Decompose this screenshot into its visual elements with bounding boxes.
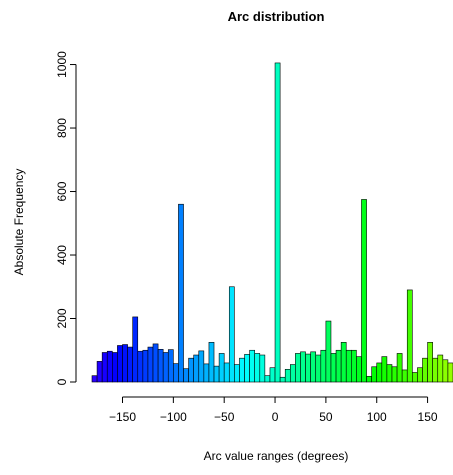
histogram-bar	[376, 362, 383, 383]
x-tick-label: 50	[319, 410, 333, 424]
x-tick-label: 0	[272, 410, 279, 424]
y-tick-label: 600	[55, 181, 69, 201]
histogram-bar	[391, 366, 398, 383]
histogram-bar	[117, 345, 123, 383]
histogram-bar	[366, 375, 372, 383]
histogram-bar	[401, 369, 408, 383]
x-tick-label: −150	[109, 410, 136, 424]
histogram-bar	[178, 203, 184, 383]
histogram-bar	[284, 368, 291, 383]
histogram-bar	[193, 354, 200, 383]
histogram-bar	[101, 352, 108, 383]
histogram-bar	[305, 353, 311, 383]
histogram-bar	[198, 350, 205, 383]
x-axis-label: Arc value ranges (degrees)	[204, 449, 349, 463]
y-tick-label: 1000	[55, 51, 69, 78]
histogram-bar	[218, 353, 225, 383]
histogram-bar	[427, 342, 433, 383]
histogram-bar	[254, 353, 261, 383]
x-tick-label: −100	[160, 410, 187, 424]
histogram-bar	[406, 289, 413, 383]
histogram-bar	[295, 353, 301, 383]
x-tick-label: 100	[367, 410, 387, 424]
histogram-bar	[147, 346, 154, 383]
histogram-bar	[137, 350, 144, 383]
y-axis-label: Absolute Frequency	[12, 169, 26, 276]
histogram-bar	[345, 349, 352, 383]
histogram-bar	[396, 353, 403, 383]
histogram-bar	[183, 368, 189, 383]
histogram-bar	[279, 376, 286, 383]
x-tick-label: 150	[418, 410, 438, 424]
y-tick-label: 0	[55, 378, 69, 385]
histogram-bar	[91, 375, 98, 383]
histogram-bar	[142, 349, 149, 383]
histogram-bar	[417, 367, 423, 383]
histogram-bar	[315, 354, 322, 383]
histogram-bar	[361, 199, 367, 383]
histogram-bar	[320, 349, 327, 383]
histogram-bar	[112, 352, 118, 383]
histogram-bar	[340, 342, 347, 383]
histogram-bar	[371, 366, 378, 383]
histogram-bar	[203, 363, 210, 383]
y-tick-label: 400	[55, 245, 69, 265]
histogram-bar	[173, 363, 179, 383]
histogram-bar	[208, 342, 215, 383]
histogram-bar	[127, 346, 133, 383]
histogram-bar	[239, 357, 245, 383]
histogram-bar	[412, 372, 418, 383]
histogram-bar	[422, 357, 428, 383]
histogram-bar	[213, 365, 220, 383]
histogram-bar	[269, 367, 276, 383]
histogram-bar	[122, 344, 128, 383]
histogram-bar	[274, 62, 281, 383]
chart-title: Arc distribution	[228, 9, 325, 24]
histogram-bar	[442, 359, 449, 383]
y-tick-label: 200	[55, 308, 69, 328]
histogram-bar	[96, 361, 103, 383]
bars-group	[91, 62, 453, 383]
histogram-bar	[259, 354, 266, 383]
histogram-bar	[356, 356, 362, 383]
y-axis: 0 200 400 600 800 1000	[55, 51, 77, 385]
histogram-bar	[249, 349, 255, 383]
histogram-bar	[188, 357, 194, 383]
histogram-bar	[132, 316, 139, 383]
histogram-bar	[381, 356, 388, 383]
x-axis: −150 −100 −50 0 50 100 150	[109, 396, 438, 424]
histogram-bar	[234, 364, 240, 383]
histogram-bar	[330, 353, 337, 383]
histogram-bar	[228, 286, 235, 383]
histogram-bar	[152, 343, 159, 383]
histogram-bar	[325, 320, 332, 383]
histogram-bar	[300, 351, 306, 383]
histogram-bar	[447, 362, 453, 383]
histogram-bar	[310, 351, 317, 383]
histogram-bar	[162, 352, 169, 383]
histogram-bar	[437, 354, 444, 383]
histogram-bar	[157, 348, 164, 383]
histogram-bar	[432, 357, 439, 383]
histogram-bar	[244, 354, 250, 383]
histogram-bar	[289, 364, 296, 383]
histogram-bar	[167, 349, 174, 383]
histogram-bar	[223, 362, 230, 383]
y-tick-label: 800	[55, 118, 69, 138]
histogram-bar	[351, 349, 357, 383]
histogram-bar	[264, 375, 271, 383]
histogram-bar	[335, 349, 342, 383]
x-tick-label: −50	[214, 410, 235, 424]
histogram-bar	[386, 364, 393, 383]
histogram-bar	[106, 350, 113, 383]
